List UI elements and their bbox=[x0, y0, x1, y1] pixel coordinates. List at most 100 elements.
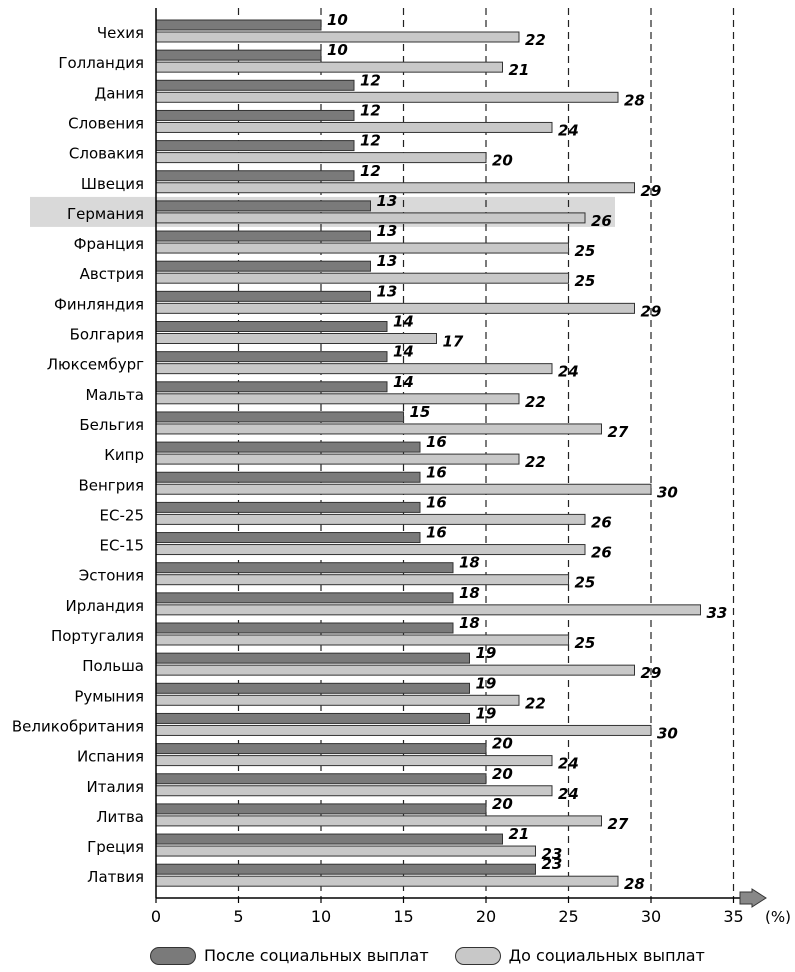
x-axis-arrow-icon bbox=[739, 888, 767, 908]
legend-item-before: До социальных выплат bbox=[454, 946, 705, 965]
bar-after bbox=[155, 532, 421, 544]
bar-before bbox=[155, 544, 586, 556]
bar-chart: 10 22 Чехия 10 21 Голландия 12 28 Дания 12 24 Слове… bbox=[12, 8, 791, 926]
category-label: Испания bbox=[77, 748, 144, 766]
bar-before bbox=[155, 875, 619, 887]
bar-after bbox=[155, 833, 503, 845]
value-label-after: 15 bbox=[410, 403, 431, 421]
bar-before bbox=[155, 634, 569, 646]
legend: После социальных выплат До социальных вы… bbox=[150, 946, 731, 965]
bar-before bbox=[155, 694, 520, 706]
category-label: Литва bbox=[96, 808, 144, 826]
value-label-before: 23 bbox=[542, 845, 563, 863]
bar-after bbox=[155, 441, 421, 453]
value-label-after: 19 bbox=[476, 644, 497, 662]
bar-after bbox=[155, 351, 388, 363]
value-label-before: 25 bbox=[575, 634, 596, 652]
x-tick-label: 25 bbox=[558, 907, 578, 926]
category-label: Словения bbox=[68, 114, 144, 132]
value-label-after: 20 bbox=[492, 765, 513, 783]
category-label: Португалия bbox=[51, 627, 144, 645]
category-label: Италия bbox=[86, 778, 144, 796]
bar-after bbox=[155, 562, 454, 574]
value-label-after: 16 bbox=[426, 463, 447, 481]
bar-before bbox=[155, 272, 569, 284]
bar-before bbox=[155, 724, 652, 736]
category-label: Бельгия bbox=[79, 416, 144, 434]
bar-after bbox=[155, 170, 355, 182]
category-label: Германия bbox=[67, 205, 144, 223]
bar-before bbox=[155, 574, 569, 586]
value-label-after: 10 bbox=[327, 11, 348, 29]
bar-after bbox=[155, 743, 487, 755]
value-label-after: 23 bbox=[542, 855, 563, 873]
bar-after bbox=[155, 109, 355, 121]
x-tick-label: 20 bbox=[476, 907, 496, 926]
bar-after bbox=[155, 411, 404, 423]
value-label-after: 13 bbox=[377, 282, 398, 300]
value-label-before: 25 bbox=[575, 272, 596, 290]
category-label: Венгрия bbox=[78, 476, 144, 494]
bar-before bbox=[155, 423, 602, 435]
bar-after bbox=[155, 652, 470, 664]
value-label-before: 24 bbox=[558, 755, 579, 773]
category-label: Мальта bbox=[86, 386, 145, 404]
value-label-after: 18 bbox=[459, 554, 480, 572]
value-label-after: 19 bbox=[476, 674, 497, 692]
value-label-before: 22 bbox=[525, 453, 546, 471]
value-label-after: 12 bbox=[360, 162, 381, 180]
x-unit-label: (%) bbox=[765, 908, 791, 926]
value-label-before: 27 bbox=[608, 423, 629, 441]
value-label-before: 30 bbox=[657, 483, 678, 501]
value-label-before: 27 bbox=[608, 815, 629, 833]
value-label-before: 28 bbox=[624, 91, 645, 109]
value-label-after: 12 bbox=[360, 132, 381, 150]
value-label-before: 17 bbox=[443, 333, 464, 351]
bar-after bbox=[155, 712, 470, 724]
bar-after bbox=[155, 803, 487, 815]
bar-after bbox=[155, 230, 371, 242]
bar-after bbox=[155, 863, 536, 875]
value-label-after: 14 bbox=[393, 343, 414, 361]
value-label-after: 13 bbox=[377, 222, 398, 240]
legend-swatch-before bbox=[454, 946, 501, 965]
category-label: Чехия bbox=[97, 24, 144, 42]
value-label-after: 18 bbox=[459, 584, 480, 602]
value-label-after: 10 bbox=[327, 41, 348, 59]
bar-after bbox=[155, 381, 388, 393]
bar-before bbox=[155, 212, 586, 224]
value-label-before: 25 bbox=[575, 574, 596, 592]
bar-after bbox=[155, 592, 454, 604]
category-label: Греция bbox=[87, 838, 144, 856]
value-label-before: 22 bbox=[525, 31, 546, 49]
bar-after bbox=[155, 49, 322, 61]
value-label-before: 24 bbox=[558, 785, 579, 803]
bar-after bbox=[155, 622, 454, 634]
bar-before bbox=[155, 393, 520, 405]
bar-before bbox=[155, 815, 602, 827]
x-tick-label: 30 bbox=[641, 907, 661, 926]
value-label-before: 21 bbox=[509, 61, 530, 79]
value-label-before: 33 bbox=[707, 604, 728, 622]
bar-before bbox=[155, 242, 569, 254]
category-label: Ирландия bbox=[66, 597, 144, 615]
category-label: Болгария bbox=[70, 326, 144, 344]
bar-after bbox=[155, 79, 355, 91]
x-tick-label: 15 bbox=[393, 907, 413, 926]
x-tick-label: 0 bbox=[151, 907, 161, 926]
category-label: Румыния bbox=[74, 687, 144, 705]
bar-before bbox=[155, 363, 553, 375]
legend-label-after: После социальных выплат bbox=[204, 946, 429, 965]
value-label-after: 13 bbox=[377, 252, 398, 270]
value-label-after: 19 bbox=[476, 704, 497, 722]
value-label-before: 25 bbox=[575, 242, 596, 260]
value-label-after: 20 bbox=[492, 735, 513, 753]
bar-before bbox=[155, 453, 520, 465]
bar-before bbox=[155, 152, 487, 164]
bar-after bbox=[155, 140, 355, 152]
bar-after bbox=[155, 200, 371, 212]
value-label-after: 12 bbox=[360, 101, 381, 119]
value-label-after: 16 bbox=[426, 524, 447, 542]
legend-swatch-after bbox=[150, 946, 196, 965]
value-label-after: 21 bbox=[509, 825, 530, 843]
